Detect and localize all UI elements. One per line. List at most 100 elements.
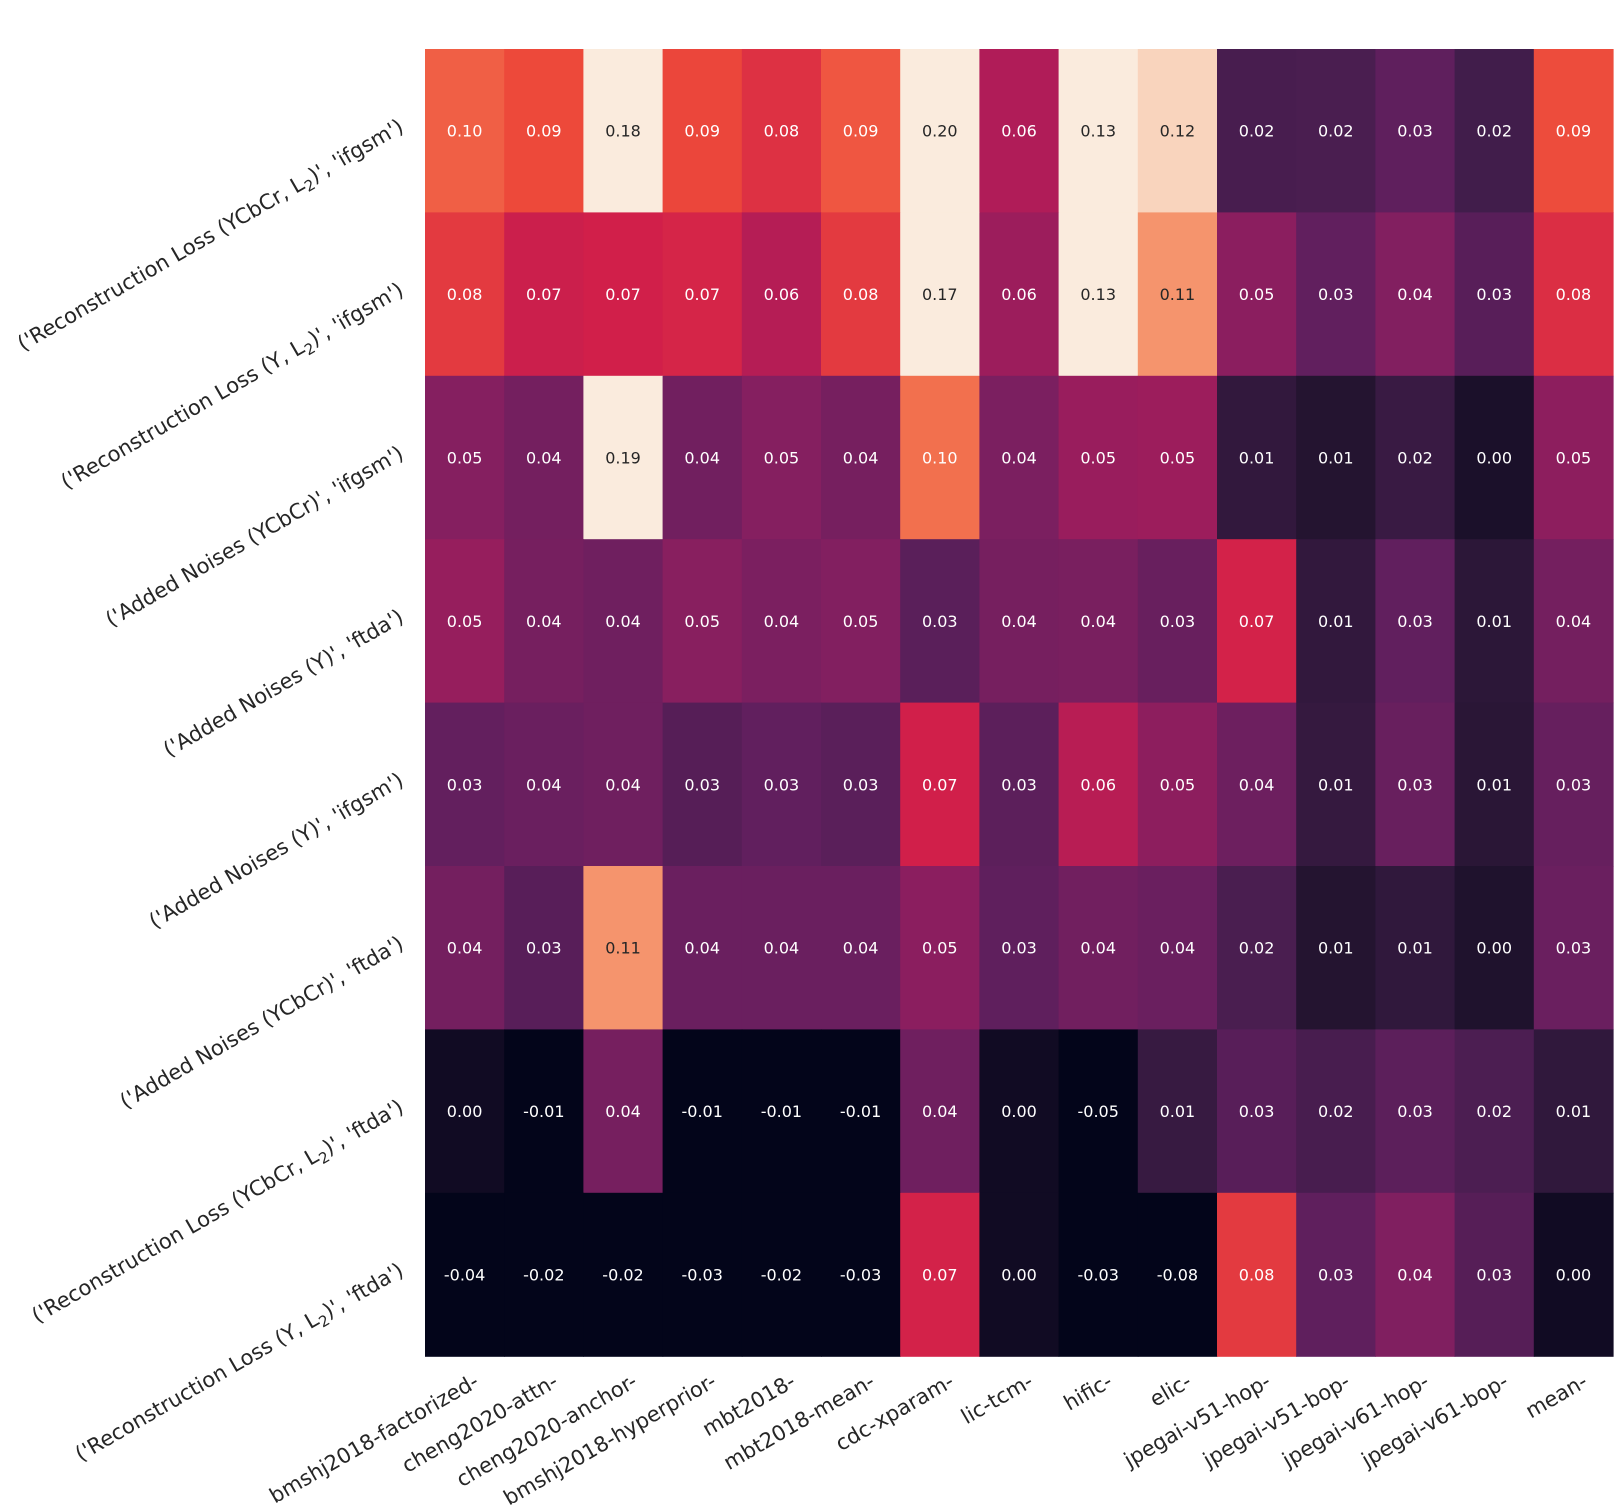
heatmap-cell [979, 212, 1060, 377]
cell-value-label: 0.00 [1001, 1102, 1037, 1121]
cell-value-label: 0.01 [1160, 1102, 1196, 1121]
heatmap-cell [1296, 539, 1376, 704]
heatmap-cell [583, 1029, 664, 1194]
cell-value-label: 0.05 [764, 449, 800, 468]
cell-value-label: 0.19 [605, 449, 641, 468]
heatmap-cell [979, 702, 1060, 867]
cell-value-label: 0.02 [1239, 939, 1275, 958]
cell-value-label: 0.01 [1318, 612, 1354, 631]
heatmap-cell [1217, 1029, 1297, 1194]
cell-value-label: 0.03 [843, 775, 879, 794]
heatmap-cell [1058, 539, 1139, 704]
cell-value-label: 0.01 [1239, 449, 1275, 468]
heatmap-cell [1533, 702, 1614, 867]
heatmap-cell [1296, 866, 1376, 1030]
cell-value-label: 0.11 [605, 939, 641, 958]
cell-value-label: 0.03 [1556, 939, 1592, 958]
cell-value-label: 0.03 [922, 612, 958, 631]
heatmap-cell [741, 702, 822, 867]
cell-value-label: 0.05 [447, 612, 483, 631]
heatmap-cell [741, 866, 822, 1030]
cell-value-label: 0.03 [1001, 939, 1037, 958]
heatmap-cell [900, 212, 980, 377]
heatmap-cell [504, 49, 584, 213]
cell-value-label: -0.08 [1157, 1266, 1198, 1285]
heatmap-cell [662, 539, 743, 704]
cell-value-label: 0.11 [1160, 285, 1196, 304]
heatmap-cell [1454, 49, 1535, 213]
cell-value-label: 0.03 [1476, 285, 1512, 304]
cell-value-label: 0.04 [447, 939, 483, 958]
heatmap-cell [1375, 702, 1456, 867]
heatmap-cell [1533, 212, 1614, 377]
cell-value-label: 0.04 [764, 939, 800, 958]
column-label: mean- [1521, 1369, 1591, 1423]
cell-value-label: 0.08 [1556, 285, 1592, 304]
heatmap-cell [425, 1192, 505, 1357]
heatmap-cell [1375, 212, 1456, 377]
heatmap-cell [1375, 1192, 1456, 1357]
heatmap-cell [504, 1029, 584, 1194]
cell-value-label: 0.05 [1160, 775, 1196, 794]
heatmap-cell [1533, 1029, 1614, 1194]
cell-value-label: 0.04 [605, 612, 641, 631]
cell-value-label: 0.05 [1160, 449, 1196, 468]
heatmap-cell [662, 702, 743, 867]
cell-value-label: 0.07 [922, 1266, 958, 1285]
heatmap-cell [1375, 539, 1456, 704]
heatmap-cell [900, 866, 980, 1030]
cell-value-label: 0.00 [1476, 449, 1512, 468]
cell-value-label: 0.04 [1397, 1266, 1433, 1285]
heatmap-cell [1058, 1029, 1139, 1194]
cell-value-label: 0.04 [1001, 612, 1037, 631]
cell-value-label: 0.01 [1397, 939, 1433, 958]
heatmap-cell [900, 49, 980, 213]
cell-value-label: 0.10 [922, 449, 958, 468]
heatmap-cell [425, 866, 505, 1030]
heatmap-cell [1058, 702, 1139, 867]
heatmap-cell [1058, 375, 1139, 540]
cell-value-label: 0.03 [526, 939, 562, 958]
cell-value-label: 0.06 [1001, 122, 1037, 141]
row-label: ('Added Noises (YCbCr)', 'ftda') [116, 931, 408, 1113]
heatmap-cell [821, 866, 901, 1030]
cell-value-label: 0.06 [1080, 775, 1116, 794]
cell-value-label: 0.04 [1239, 775, 1275, 794]
cell-value-label: 0.03 [1397, 122, 1433, 141]
heatmap-cell [1217, 49, 1297, 213]
heatmap-cell [741, 539, 822, 704]
row-label: ('Added Noises (Y)', 'ifgsm') [145, 768, 408, 934]
heatmap-cell [425, 539, 505, 704]
cell-value-label: 0.04 [1080, 939, 1116, 958]
heatmap-cell [741, 1029, 822, 1194]
heatmap-cell [504, 866, 584, 1030]
cell-value-label: -0.01 [523, 1102, 564, 1121]
cell-value-label: -0.02 [523, 1266, 564, 1285]
cell-value-label: 0.02 [1239, 122, 1275, 141]
cell-value-label: 0.03 [1397, 612, 1433, 631]
cell-value-label: 0.05 [684, 612, 720, 631]
heatmap-cell [1137, 1029, 1218, 1194]
heatmap-cell [1533, 1192, 1614, 1357]
heatmap-cell [1375, 49, 1456, 213]
heatmap-cell [821, 375, 901, 540]
cell-value-label: 0.08 [1239, 1266, 1275, 1285]
cell-value-label: 0.10 [447, 122, 483, 141]
cell-value-label: 0.03 [1397, 775, 1433, 794]
heatmap-cell [1217, 702, 1297, 867]
cell-value-label: 0.03 [1160, 612, 1196, 631]
heatmap-cell [1058, 866, 1139, 1030]
heatmap-cell [979, 1192, 1060, 1357]
row-label: ('Added Noises (Y)', 'ftda') [159, 604, 407, 761]
column-label: jpegai-v61-bop- [1357, 1369, 1513, 1473]
cell-value-label: 0.03 [1476, 1266, 1512, 1285]
cell-value-label: 0.04 [526, 449, 562, 468]
cell-value-label: 0.08 [764, 122, 800, 141]
heatmap-cell [1296, 702, 1376, 867]
heatmap-cell [979, 539, 1060, 704]
cell-value-label: 0.07 [922, 775, 958, 794]
cell-value-label: 0.01 [1476, 612, 1512, 631]
heatmap-cell [662, 212, 743, 377]
heatmap-cell [1454, 1029, 1535, 1194]
heatmap-cell [1217, 212, 1297, 377]
